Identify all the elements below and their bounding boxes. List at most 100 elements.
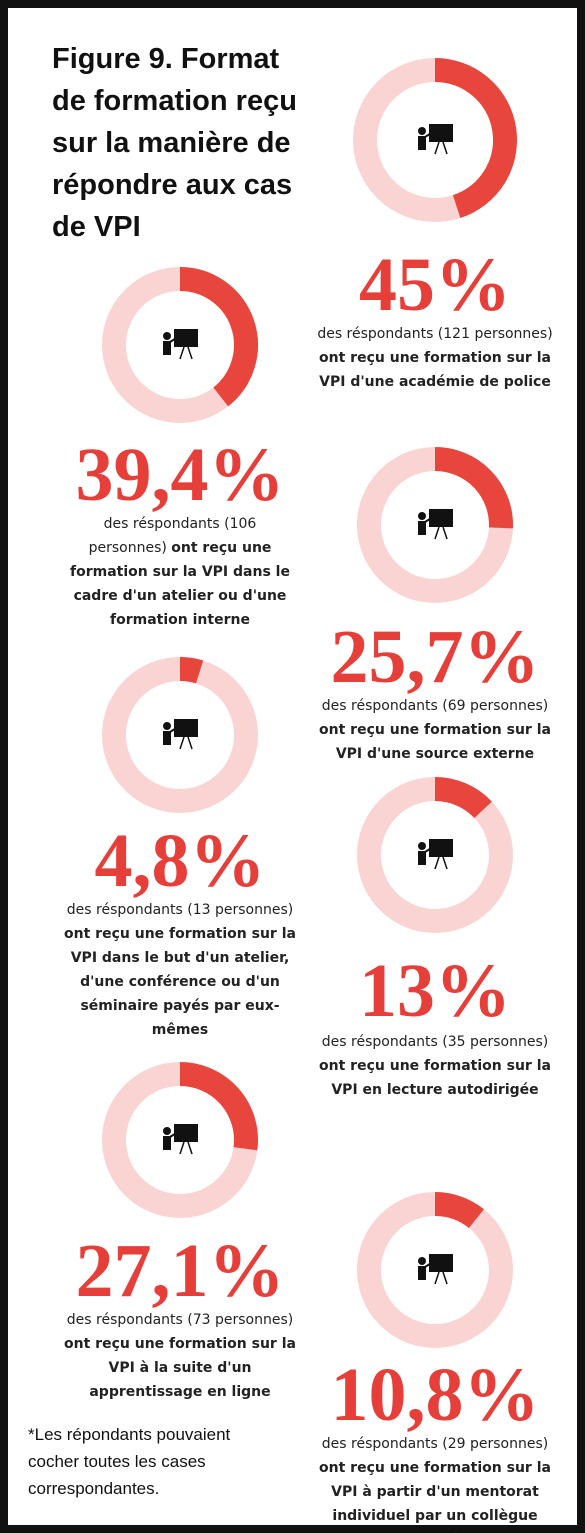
caption-bold: ont reçu une formation sur la [319, 1460, 551, 1476]
caption-normal: personnes) [89, 540, 172, 556]
head [418, 127, 426, 135]
caption-line: VPI d'une académie de police [319, 374, 551, 390]
caption-line: des réspondants (29 personnes) [322, 1436, 548, 1452]
caption-line: VPI à la suite d'un [108, 1360, 251, 1376]
board [174, 719, 198, 737]
caption-bold: cadre d'un atelier ou d'une [74, 588, 287, 604]
caption-bold: d'une conférence ou d'un [80, 974, 280, 990]
body [418, 851, 426, 865]
pointer [424, 1261, 434, 1268]
pointer [169, 726, 179, 733]
donut-segment [434, 447, 513, 529]
board [174, 329, 198, 347]
board [429, 1254, 453, 1272]
caption-bold: formation sur la VPI dans le [70, 564, 290, 580]
caption-line: ont reçu une formation sur la [319, 1460, 551, 1476]
value-label: 10,8% [331, 1353, 540, 1437]
caption-line: ont reçu une formation sur la [319, 1058, 551, 1074]
title-line: répondre aux cas [52, 169, 292, 201]
pointer [169, 336, 179, 343]
body [418, 1266, 426, 1280]
caption-bold: ont reçu une formation sur la [64, 1336, 296, 1352]
value-label: 4,8% [95, 819, 266, 903]
leg [442, 1271, 448, 1285]
caption-line: formation interne [110, 612, 250, 628]
caption-bold: VPI d'une source externe [336, 746, 534, 762]
donut-segment [434, 58, 517, 218]
caption-bold: ont reçu une formation sur la [319, 350, 551, 366]
caption-bold: VPI en lecture autodirigée [331, 1082, 538, 1098]
value-label: 45% [359, 243, 511, 327]
body [418, 136, 426, 150]
caption-line: des réspondants (121 personnes) [317, 326, 552, 342]
caption-line: mêmes [152, 1022, 209, 1038]
footnote-line: correspondantes. [28, 1479, 159, 1498]
head [418, 512, 426, 520]
caption-line: formation sur la VPI dans le [70, 564, 290, 580]
donut-segment [179, 267, 258, 407]
caption-line: VPI dans le but d'un atelier, [71, 950, 290, 966]
caption-normal: des réspondants (69 personnes) [322, 698, 548, 714]
head [163, 332, 171, 340]
leg [434, 1271, 440, 1285]
leg [442, 141, 448, 155]
value-label: 13% [359, 949, 511, 1033]
caption-line: VPI en lecture autodirigée [331, 1082, 538, 1098]
value-label: 39,4% [76, 433, 285, 517]
caption-line: des réspondants (106 [104, 516, 257, 532]
caption-bold: individuel par un collègue [332, 1508, 537, 1524]
caption-normal: des réspondants (106 [104, 516, 257, 532]
caption-bold: VPI à la suite d'un [108, 1360, 251, 1376]
caption-line: d'une conférence ou d'un [80, 974, 280, 990]
caption-bold: ont reçu une formation sur la [64, 926, 296, 942]
caption-normal: des réspondants (13 personnes) [67, 902, 293, 918]
caption-line: individuel par un collègue [332, 1508, 537, 1524]
donut-segment [179, 657, 204, 684]
leg [434, 526, 440, 540]
presenter-icon [418, 124, 453, 155]
pointer [169, 1131, 179, 1138]
caption-bold: apprentissage en ligne [89, 1384, 270, 1400]
board [174, 1124, 198, 1142]
caption-line: VPI à partir d'un mentorat [331, 1484, 539, 1500]
footnote-line: cocher toutes les cases [28, 1452, 206, 1471]
caption-normal: des réspondants (73 personnes) [67, 1312, 293, 1328]
body [163, 731, 171, 745]
board [429, 839, 453, 857]
presenter-icon [418, 1254, 453, 1285]
leg [434, 856, 440, 870]
caption-bold: VPI d'une académie de police [319, 374, 551, 390]
leg [187, 736, 193, 750]
leg [434, 141, 440, 155]
footnote-line: *Les répondants pouvaient [28, 1425, 231, 1444]
donut-segment [179, 1062, 258, 1151]
value-label: 27,1% [76, 1229, 285, 1313]
caption-line: des réspondants (13 personnes) [67, 902, 293, 918]
caption-line: personnes) ont reçu une [89, 540, 272, 556]
head [163, 722, 171, 730]
caption-normal: des réspondants (35 personnes) [322, 1034, 548, 1050]
leg [179, 736, 185, 750]
head [163, 1127, 171, 1135]
donut-segment [434, 1192, 484, 1229]
pointer [424, 516, 434, 523]
leg [179, 346, 185, 360]
title-line: Figure 9. Format [52, 43, 280, 75]
caption-line: ont reçu une formation sur la [319, 350, 551, 366]
presenter-icon [163, 329, 198, 360]
leg [187, 1141, 193, 1155]
leg [187, 346, 193, 360]
caption-line: séminaire payés par eux- [80, 998, 279, 1014]
pointer [424, 846, 434, 853]
caption-line: des réspondants (35 personnes) [322, 1034, 548, 1050]
head [418, 1257, 426, 1265]
pointer [424, 131, 434, 138]
head [418, 842, 426, 850]
leg [442, 856, 448, 870]
presenter-icon [163, 1124, 198, 1155]
caption-bold: formation interne [110, 612, 250, 628]
caption-line: des réspondants (69 personnes) [322, 698, 548, 714]
caption-normal: des réspondants (29 personnes) [322, 1436, 548, 1452]
